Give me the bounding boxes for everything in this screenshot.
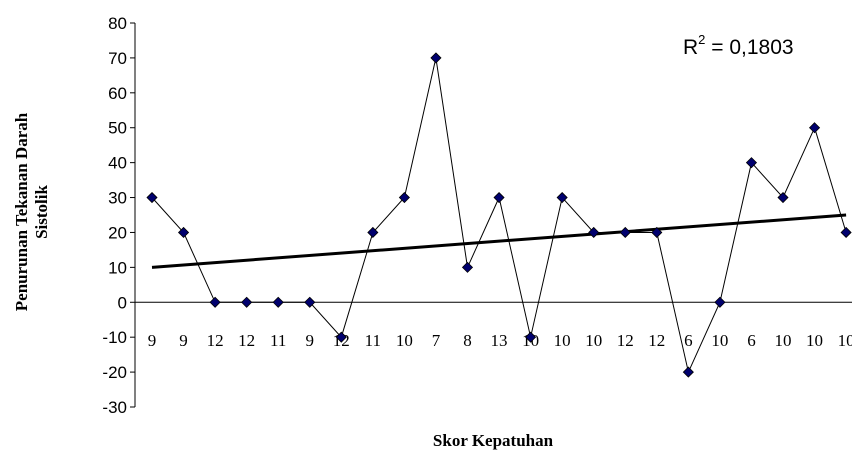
data-point-marker [304,296,316,308]
series-markers [146,52,852,378]
y-tick-label: 10 [108,258,127,277]
y-axis-title: Penurunan Tekanan Darah Sistolik [12,112,51,311]
x-category-label: 10 [838,331,852,350]
data-point-marker [714,296,726,308]
x-category-label: 6 [747,331,756,350]
data-point-marker [177,226,190,239]
y-ticks: 80 70 60 50 40 30 20 10 0 -10 -20 -30 [102,14,135,417]
x-axis-title: Skor Kepatuhan [433,431,554,450]
x-category-label: 12 [648,331,665,350]
x-category-label: 9 [306,331,315,350]
data-point-marker [241,296,253,308]
data-point-marker [682,366,694,378]
x-category-label: 10 [396,331,413,350]
x-category-label: 7 [432,331,441,350]
data-point-marker [146,191,158,204]
data-point-marker [272,296,284,308]
y-tick-label: 60 [108,84,127,103]
r-squared-superscript: 2 [698,32,705,47]
x-category-label: 10 [806,331,823,350]
data-point-marker [209,296,221,308]
y-tick-label: -20 [102,363,127,382]
data-point-marker [777,191,789,204]
r-squared-value: = 0,1803 [705,36,793,59]
y-tick-label: 80 [108,14,127,33]
y-tick-label: 0 [118,293,127,312]
x-category-label: 10 [775,331,792,350]
series-line [151,57,847,374]
data-point-marker [525,331,537,343]
trendline [151,213,847,269]
r-squared-annotation: R2 = 0,1803 [683,32,794,59]
r-squared-prefix: R [683,36,698,59]
data-point-marker [619,226,631,239]
data-point-marker [651,226,663,239]
x-category-label: 11 [365,331,381,350]
data-point-marker [367,226,379,239]
y-axis-title-line2: Sistolik [32,185,51,239]
y-tick-label: 20 [108,223,127,242]
x-category-label: 6 [684,331,693,350]
y-tick-label: -30 [102,398,127,417]
data-point-marker [493,191,505,204]
x-category-label: 12 [207,331,224,350]
data-point-marker [398,191,410,204]
data-point-marker [840,226,852,239]
y-tick-label: 50 [108,119,127,138]
x-category-label: 11 [270,331,286,350]
y-axis-title-line1: Penurunan Tekanan Darah [12,112,31,311]
x-category-label: 10 [585,331,602,350]
data-point-marker [430,52,442,64]
y-tick-label: -10 [102,328,127,347]
x-category-label: 8 [463,331,472,350]
data-point-marker [335,331,347,343]
y-tick-label: 30 [108,189,127,208]
x-category-label: 12 [617,331,634,350]
x-category-label: 9 [148,331,157,350]
data-point-marker [808,122,821,134]
x-category-label: 10 [554,331,571,350]
x-category-label: 13 [491,331,508,350]
x-category-labels: 991212119121110781310101012126106101010 [148,331,852,350]
data-point-marker [588,226,600,239]
x-category-label: 10 [711,331,728,350]
y-tick-label: 40 [108,154,127,173]
x-category-label: 12 [238,331,255,350]
data-point-marker [745,157,758,169]
y-tick-label: 70 [108,49,127,68]
data-point-marker [556,191,568,204]
x-category-label: 9 [179,331,188,350]
data-point-marker [461,261,474,273]
